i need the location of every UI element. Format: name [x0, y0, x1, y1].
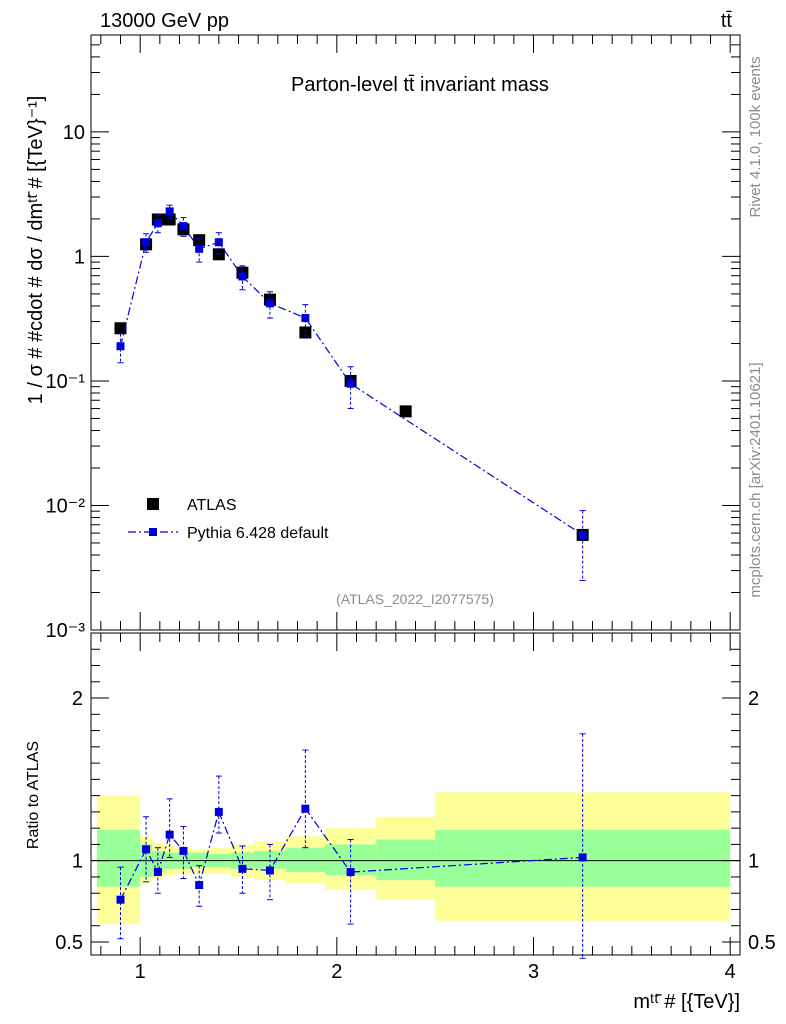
- main-y-tick-label: 10: [63, 122, 85, 144]
- ratio-data-point: [142, 845, 151, 854]
- process-label: tt̄: [721, 10, 733, 32]
- ratio-y-tick-label-left: 2: [72, 688, 83, 710]
- atlas-data-point: [212, 248, 225, 261]
- pythia-data-point: [214, 238, 223, 247]
- ratio-y-tick-label-right: 0.5: [748, 932, 776, 954]
- main-y-tick-label: 10⁻²: [46, 495, 86, 517]
- x-axis-label: mᵗᵗ̄ # [{TeV}]: [633, 991, 740, 1013]
- ratio-y-tick-label-right: 2: [748, 688, 759, 710]
- legend-pythia-marker: [149, 528, 157, 536]
- pythia-line: [119, 210, 584, 536]
- main-title: Parton-level tt̄ invariant mass: [291, 74, 549, 96]
- rivet-label: Rivet 4.1.0, 100k events: [747, 57, 764, 218]
- ratio-data-point: [578, 853, 587, 862]
- ratio-data-point: [116, 895, 125, 904]
- uncertainty-band-inner: [151, 850, 164, 873]
- ratio-data-point: [179, 846, 188, 855]
- pythia-data-point: [165, 207, 174, 216]
- uncertainty-band-inner: [96, 829, 141, 887]
- pythia-data-point: [265, 299, 274, 308]
- ratio-y-tick-label-left: 1: [72, 851, 83, 873]
- uncertainty-band-inner: [191, 852, 208, 868]
- ratio-y-axis-label: Ratio to ATLAS: [25, 741, 42, 849]
- ratio-data-point: [238, 864, 247, 873]
- ratio-panel: Ratio to ATLAS mᵗᵗ̄ # [{TeV}] 0.5 0.5 1 1 2 2…: [25, 632, 776, 1013]
- ratio-data-point: [301, 804, 310, 813]
- x-tick-label: 3: [528, 961, 539, 983]
- ratio-y-tick-label-right: 1: [748, 851, 759, 873]
- ratio-data-point: [346, 868, 355, 877]
- pythia-data-point: [195, 244, 204, 253]
- atlas-data-point: [163, 213, 176, 226]
- ratio-y-tick-label-left: 0.5: [55, 932, 83, 954]
- main-y-tick-label: 10⁻³: [46, 620, 86, 642]
- mcplots-label: mcplots.cern.ch [arXiv:2401.10621]: [747, 362, 764, 597]
- ratio-series: [116, 733, 587, 959]
- ratio-axes: 0.5 0.5 1 1 2 2 1 2 3 4: [55, 633, 776, 983]
- analysis-annotation: (ATLAS_2022_I2077575): [336, 591, 494, 607]
- main-axes: 10⁻³ 10⁻² 10⁻¹ 1 10: [46, 34, 740, 642]
- x-tick-label: 2: [331, 961, 342, 983]
- pythia-data-point: [301, 314, 310, 323]
- ratio-data-point: [195, 881, 204, 890]
- pythia-data-point: [346, 379, 355, 388]
- atlas-data-point: [399, 405, 412, 418]
- pythia-data-point: [142, 238, 151, 247]
- pythia-data-point: [179, 222, 188, 231]
- ratio-data-point: [214, 807, 223, 816]
- atlas-data-point: [114, 322, 127, 335]
- x-tick-label: 1: [135, 961, 146, 983]
- main-y-tick-label: 10⁻¹: [46, 371, 86, 393]
- main-y-tick-label: 1: [74, 246, 85, 268]
- legend: ATLAS Pythia 6.428 default: [128, 497, 329, 542]
- pythia-data-point: [116, 342, 125, 351]
- ratio-bands: [96, 792, 731, 925]
- ratio-data-point: [165, 830, 174, 839]
- legend-atlas-marker: [147, 498, 159, 510]
- energy-label: 13000 GeV pp: [100, 10, 229, 32]
- main-panel: Parton-level tt̄ invariant mass 1 / σ # …: [25, 34, 741, 642]
- pythia-data-point: [238, 272, 247, 281]
- uncertainty-band-inner: [376, 839, 436, 881]
- uncertainty-band-inner: [285, 847, 326, 873]
- legend-atlas-label: ATLAS: [187, 497, 237, 514]
- main-series: [114, 204, 589, 581]
- legend-pythia-label: Pythia 6.428 default: [187, 525, 329, 542]
- pythia-data-point: [578, 530, 587, 539]
- ratio-data-point: [153, 868, 162, 877]
- ratio-data-point: [265, 866, 274, 875]
- main-y-axis-label: 1 / σ # #cdot # dσ / dmᵗᵗ̄ # [{TeV}⁻¹]: [25, 96, 47, 405]
- x-tick-label: 4: [725, 961, 736, 983]
- pythia-data-point: [153, 219, 162, 228]
